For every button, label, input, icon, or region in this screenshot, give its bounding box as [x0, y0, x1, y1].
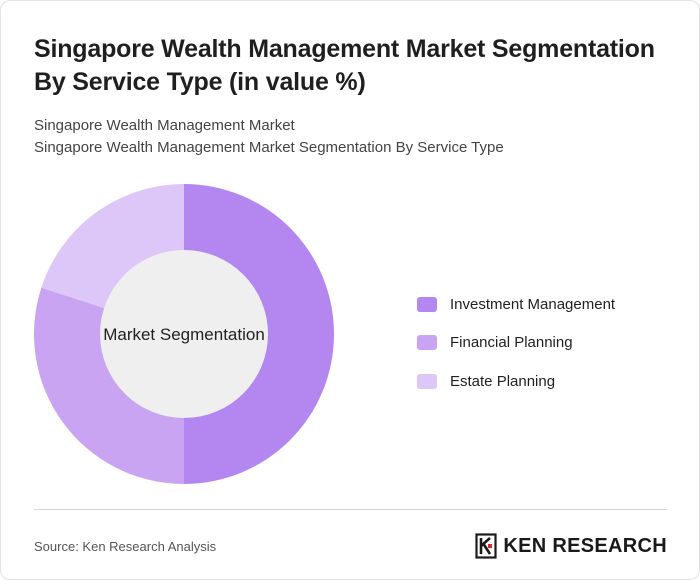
- legend-item-estate-planning[interactable]: Estate Planning: [417, 362, 687, 401]
- chart-title: Singapore Wealth Management Market Segme…: [34, 35, 655, 96]
- source-note: Source: Ken Research Analysis: [34, 539, 217, 554]
- legend-swatch: [417, 296, 437, 312]
- legend-item-financial-planning[interactable]: Financial Planning: [417, 324, 687, 363]
- brand-logo[interactable]: KEN RESEARCH: [475, 532, 667, 560]
- chart-legend: Investment Management Financial Planning…: [417, 285, 687, 401]
- legend-item-investment-management[interactable]: Investment Management: [417, 285, 687, 324]
- subtitle-line-1: Singapore Wealth Management Market: [34, 117, 295, 134]
- legend-swatch: [417, 335, 437, 351]
- chart-subtitle: Singapore Wealth Management Market Singa…: [34, 115, 674, 159]
- donut-chart: Market Segmentation: [33, 184, 334, 484]
- donut-hole: [100, 250, 268, 418]
- brand-name: KEN RESEARCH: [503, 534, 667, 557]
- footer-divider: [34, 509, 667, 510]
- legend-label: Investment Management: [450, 295, 616, 313]
- legend-swatch: [417, 373, 437, 389]
- ken-research-k-logo-icon: [475, 533, 497, 559]
- legend-label: Financial Planning: [450, 334, 573, 352]
- legend-label: Estate Planning: [450, 372, 556, 390]
- donut-center-label: Market Segmentation: [103, 325, 265, 344]
- subtitle-line-2: Singapore Wealth Management Market Segme…: [34, 139, 504, 156]
